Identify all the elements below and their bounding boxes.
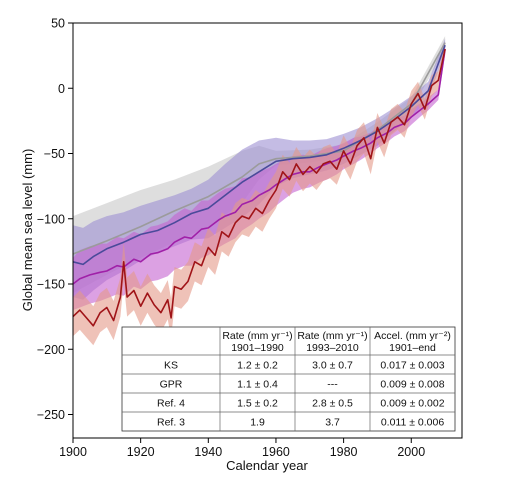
y-tick-label--150: −150 <box>37 278 65 292</box>
table-header-1: Rate (mm yr⁻¹) 1901–1990 <box>222 330 292 354</box>
y-axis-title: Global mean sea level (mm) <box>20 149 35 312</box>
x-tick-label-1940: 1940 <box>194 445 222 459</box>
series-3-band <box>73 43 446 311</box>
x-tick-label-1920: 1920 <box>127 445 155 459</box>
y-tick-label--250: −250 <box>37 408 65 422</box>
table-cell-r3-c1: 1.5 ± 0.2 <box>237 398 278 410</box>
x-tick-label-1960: 1960 <box>262 445 290 459</box>
series-4-band <box>73 42 446 346</box>
series-4-line <box>72 48 446 327</box>
table-cell-r3-c2: 2.8 ± 0.5 <box>312 398 353 410</box>
table-cell-r4-c2: 3.7 <box>325 417 340 429</box>
plot-frame <box>72 22 463 439</box>
table-cell-r1-c2: 3.0 ± 0.7 <box>312 360 353 372</box>
table-cell-r3-c0: Ref. 4 <box>157 398 185 410</box>
table-header-3: Accel. (mm yr⁻²) 1901–end <box>374 330 451 354</box>
table-cell-r4-c3: 0.011 ± 0.006 <box>381 417 445 429</box>
x-tick-label-1900: 1900 <box>59 445 87 459</box>
table-cell-r4-c1: 1.9 <box>250 417 265 429</box>
x-tick-label-1980: 1980 <box>330 445 358 459</box>
table-cell-r3-c3: 0.009 ± 0.002 <box>380 398 444 410</box>
y-tick-label--50: −50 <box>44 147 65 161</box>
series-3-line <box>72 48 446 285</box>
table-cell-r4-c0: Ref. 3 <box>157 417 185 429</box>
table-cell-r1-c1: 1.2 ± 0.2 <box>237 360 278 372</box>
table-cell-r2-c1: 1.1 ± 0.4 <box>237 379 278 391</box>
table-cell-r1-c3: 0.017 ± 0.003 <box>380 360 444 372</box>
table-background <box>121 326 456 432</box>
table-cell-r2-c3: 0.009 ± 0.008 <box>380 379 444 391</box>
y-tick-label--200: −200 <box>37 343 65 357</box>
table-cell-r1-c0: KS <box>164 360 178 372</box>
table-cell-r2-c0: GPR <box>160 379 183 391</box>
table-header-2: Rate (mm yr⁻¹) 1993–2010 <box>297 330 367 354</box>
y-tick-label-0: 0 <box>58 82 65 96</box>
x-axis-title: Calendar year <box>226 458 308 473</box>
y-tick-label--100: −100 <box>37 212 65 226</box>
table-cell-r2-c2: --- <box>327 379 338 391</box>
x-tick-label-2000: 2000 <box>397 445 425 459</box>
y-tick-label-50: 50 <box>51 17 65 31</box>
axes: 1900 1920 1940 1960 1980 2000 50 0 −50 −100 −150 −2… <box>37 17 425 460</box>
series-2-line <box>72 44 446 266</box>
series-lines <box>72 42 446 327</box>
uncertainty-bands <box>73 36 446 346</box>
